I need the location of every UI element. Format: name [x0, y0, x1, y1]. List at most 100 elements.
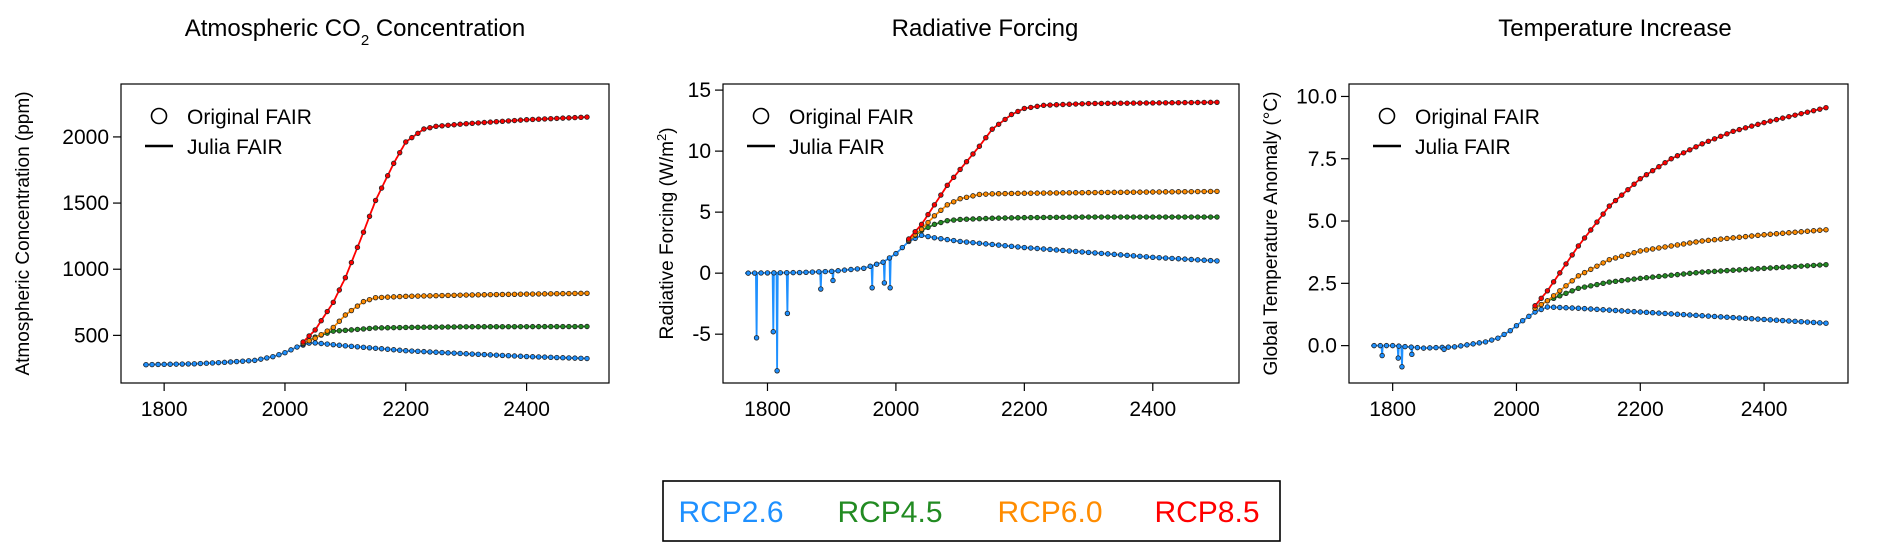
data-point — [258, 356, 264, 362]
data-point — [1188, 188, 1195, 195]
data-point — [1458, 343, 1464, 349]
legend-marker-open-circle — [1378, 107, 1396, 125]
series-rcp60 — [300, 290, 590, 347]
data-point — [342, 312, 349, 318]
data-point — [511, 353, 518, 359]
data-point — [951, 217, 957, 223]
data-point — [1594, 219, 1600, 225]
data-point — [1066, 101, 1072, 107]
x-tick-label: 2000 — [873, 398, 920, 421]
data-point — [944, 236, 950, 243]
data-point — [372, 325, 379, 331]
data-point — [1749, 316, 1755, 322]
data-point — [505, 291, 512, 298]
series-rcp45 — [906, 214, 1220, 243]
data-point — [790, 269, 796, 276]
data-point — [1606, 307, 1613, 313]
data-point — [809, 269, 816, 275]
data-point — [1767, 265, 1773, 271]
series-line — [1371, 306, 1826, 367]
data-point — [457, 292, 463, 298]
data-point — [995, 191, 1002, 197]
data-point — [1028, 245, 1034, 251]
data-point — [161, 361, 167, 368]
data-point — [1137, 214, 1143, 220]
data-point — [925, 219, 931, 226]
data-point — [312, 335, 318, 341]
scenario-legend-box — [662, 480, 1281, 542]
spike-point — [887, 285, 893, 291]
data-point — [1662, 244, 1668, 250]
data-point — [1643, 171, 1650, 178]
data-point — [828, 268, 835, 275]
data-point — [1105, 100, 1111, 107]
data-point — [469, 292, 475, 298]
data-point — [1693, 239, 1699, 245]
x-tick-label: 2200 — [1001, 398, 1048, 421]
data-point — [348, 343, 355, 350]
data-point — [1207, 188, 1214, 195]
data-point — [1034, 245, 1040, 252]
data-point — [306, 338, 312, 344]
data-point — [983, 134, 989, 141]
data-point — [264, 355, 270, 361]
series-line — [302, 292, 587, 345]
data-point — [433, 324, 439, 330]
data-point — [384, 325, 391, 331]
data-point — [542, 354, 548, 360]
spike-point — [818, 286, 824, 292]
data-point — [1445, 344, 1452, 350]
data-point — [1451, 344, 1458, 350]
data-point — [1668, 156, 1674, 162]
data-point — [1098, 100, 1105, 107]
data-point — [457, 121, 463, 127]
data-point — [1098, 214, 1105, 220]
data-point — [1021, 105, 1028, 112]
data-point — [931, 202, 938, 208]
data-point — [566, 115, 572, 121]
data-point — [535, 291, 542, 297]
scenario-label-rcp60: RCP6.0 — [997, 496, 1102, 529]
data-point — [1680, 241, 1687, 247]
data-point — [1182, 99, 1188, 106]
data-point — [1656, 164, 1662, 170]
data-point — [1600, 211, 1606, 217]
data-point — [1724, 314, 1730, 320]
data-point — [1143, 100, 1150, 106]
data-point — [938, 219, 944, 226]
data-point — [1513, 322, 1520, 329]
data-point — [403, 348, 409, 354]
data-point — [1124, 214, 1130, 220]
data-point — [1047, 246, 1053, 253]
data-point — [1581, 284, 1588, 290]
data-point — [1201, 214, 1207, 220]
data-point — [439, 292, 445, 299]
data-point — [499, 323, 506, 330]
legend-label-julia: Julia FAIR — [789, 136, 885, 159]
data-point — [1804, 319, 1811, 325]
data-point — [390, 324, 397, 331]
series-rcp85 — [300, 114, 590, 345]
data-point — [378, 325, 385, 331]
data-point — [1600, 307, 1606, 313]
data-point — [1612, 197, 1619, 204]
data-point — [1817, 106, 1823, 112]
series-line — [302, 116, 587, 343]
data-point — [354, 244, 361, 251]
data-point — [517, 291, 524, 297]
series-rcp85 — [1532, 104, 1829, 309]
data-point — [1755, 316, 1761, 322]
data-point — [1002, 215, 1008, 221]
data-point — [548, 115, 554, 122]
data-point — [1649, 168, 1656, 174]
data-point — [899, 244, 906, 251]
data-point — [523, 323, 530, 330]
data-point — [1705, 313, 1712, 319]
data-point — [1749, 233, 1755, 239]
legend-label-original: Original FAIR — [187, 106, 312, 129]
spike-point — [881, 280, 888, 286]
data-point — [1649, 310, 1656, 316]
data-point — [1195, 188, 1201, 195]
data-point — [1730, 314, 1736, 321]
